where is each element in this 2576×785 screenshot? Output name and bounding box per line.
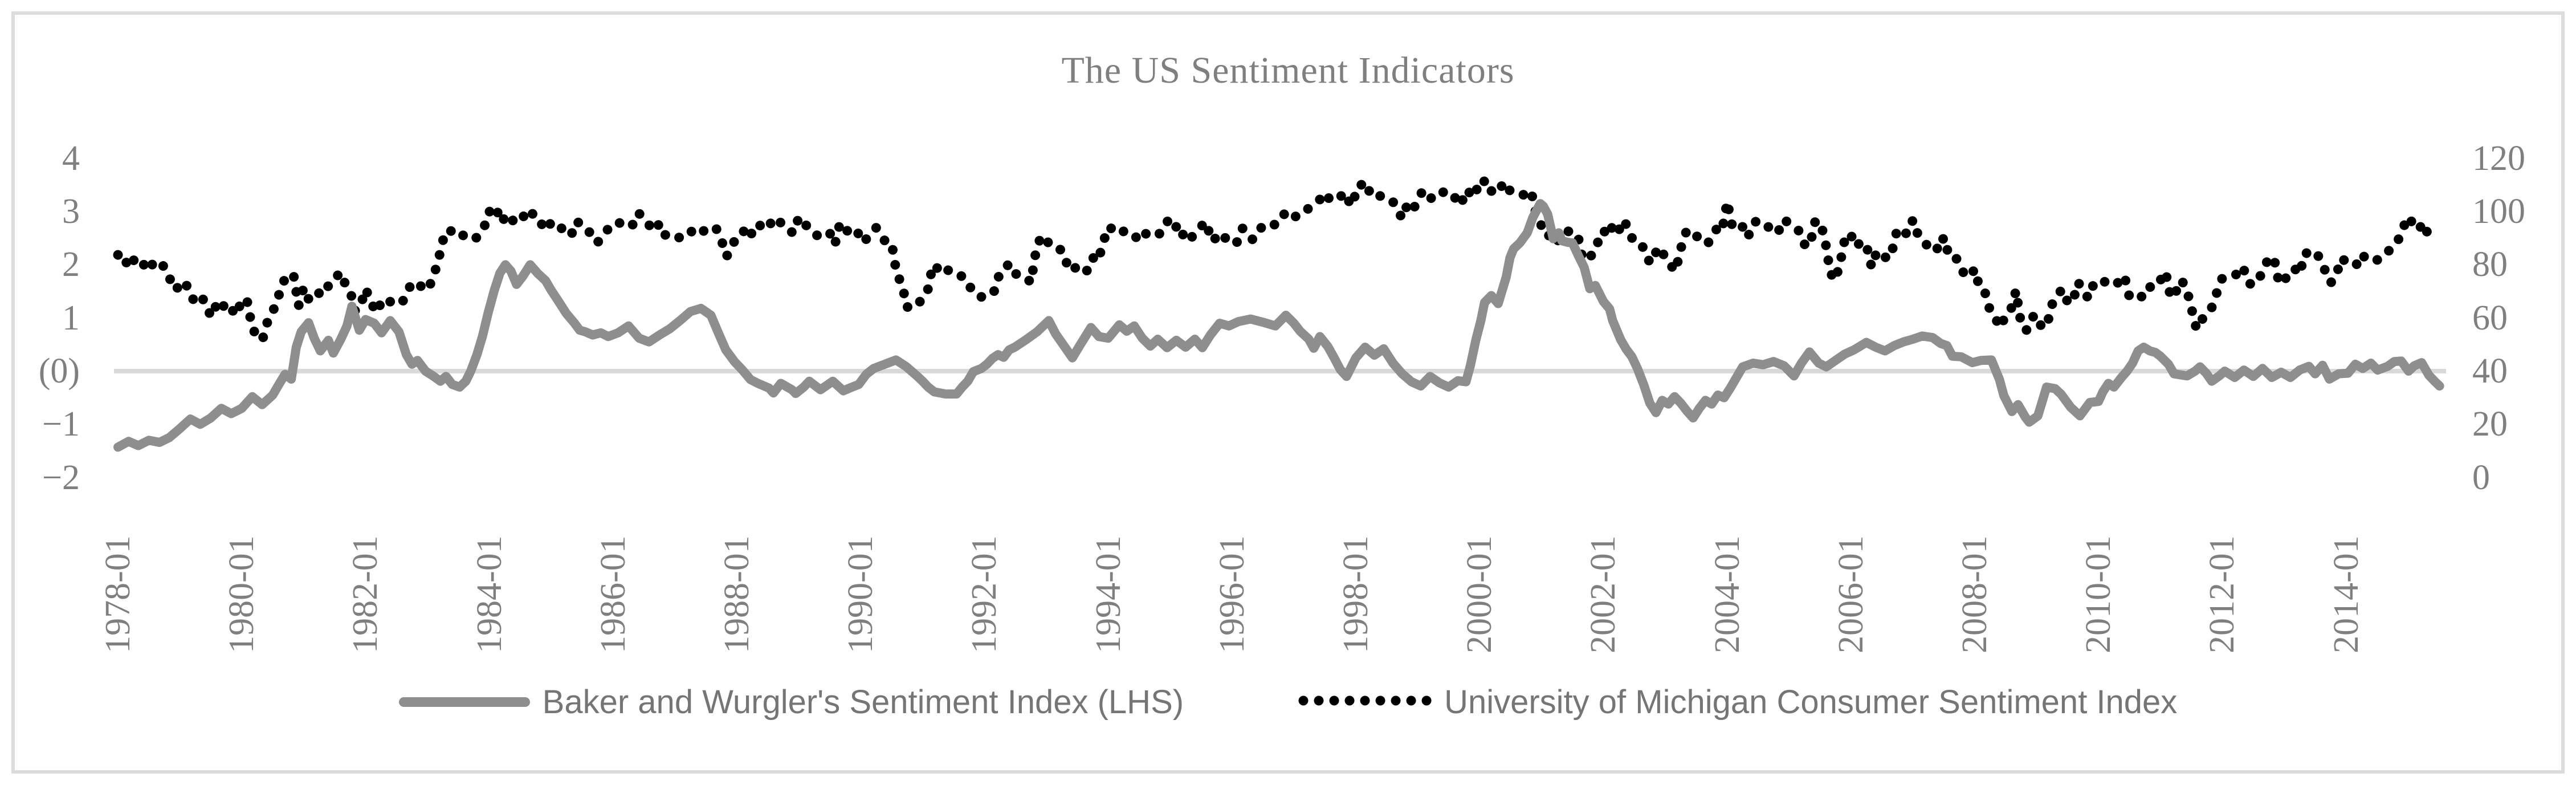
- x-axis-tick-label: 1990-01: [841, 535, 881, 653]
- x-axis-tick-label: 1998-01: [1336, 535, 1375, 653]
- x-axis-tick-label: 1984-01: [470, 535, 509, 653]
- x-axis-tick-label: 2010-01: [2079, 535, 2118, 653]
- x-axis-tick-label: 1988-01: [718, 535, 756, 653]
- x-axis-tick-label: 1980-01: [222, 535, 262, 653]
- left-axis-tick-label: 4: [62, 139, 80, 178]
- legend: Baker and Wurgler's Sentiment Index (LHS…: [0, 683, 2576, 721]
- legend-dotted-line-swatch-icon: [1298, 695, 1433, 709]
- x-axis-tick-label: 2000-01: [1460, 535, 1499, 653]
- left-axis-tick-label: −1: [42, 405, 80, 444]
- x-axis-tick-label: 1986-01: [593, 535, 633, 653]
- right-axis-tick-label: 0: [2472, 458, 2490, 497]
- left-axis-tick-label: 1: [62, 298, 80, 337]
- x-axis-tick-label: 2002-01: [1584, 535, 1623, 653]
- x-axis-tick-label: 1996-01: [1212, 535, 1252, 653]
- left-axis-tick-label: 3: [62, 192, 80, 231]
- x-axis-tick-label: 2006-01: [1831, 535, 1870, 653]
- legend-label-baker-wurgler: Baker and Wurgler's Sentiment Index (LHS…: [542, 684, 1184, 721]
- x-axis-tick-label: 2008-01: [1955, 535, 1994, 653]
- umich-consumer-sentiment-dotted-series: [113, 174, 2439, 345]
- left-axis-tick-label: −2: [42, 458, 80, 497]
- right-axis-tick-label: 20: [2472, 405, 2508, 444]
- right-axis-tick-label: 120: [2472, 139, 2525, 178]
- x-axis-tick-label: 1992-01: [965, 535, 1004, 653]
- chart-title: The US Sentiment Indicators: [1061, 50, 1515, 91]
- legend-item-umich: University of Michigan Consumer Sentimen…: [1298, 683, 2177, 721]
- dotted-swatch-svg: [1298, 695, 1433, 706]
- x-axis-tick-label: 1978-01: [99, 535, 137, 653]
- left-axis-tick-label: 2: [62, 245, 80, 284]
- x-axis-tick-label: 2012-01: [2203, 535, 2242, 653]
- x-axis-tick-label: 2004-01: [1707, 535, 1747, 653]
- x-axis-tick-label: 1982-01: [346, 535, 385, 653]
- legend-item-baker-wurgler: Baker and Wurgler's Sentiment Index (LHS…: [398, 683, 1184, 721]
- baker-wurgler-solid-line-series: [113, 199, 2444, 452]
- right-axis-tick-label: 40: [2472, 352, 2508, 391]
- right-axis-tick-label: 60: [2472, 298, 2508, 337]
- legend-solid-line-swatch-icon: [398, 697, 530, 707]
- right-axis-tick-label: 100: [2472, 192, 2525, 231]
- x-axis-tick-label: 1994-01: [1089, 535, 1128, 653]
- legend-label-umich: University of Michigan Consumer Sentimen…: [1444, 684, 2178, 721]
- left-axis-tick-label: (0): [38, 352, 80, 391]
- right-axis-tick-label: 80: [2472, 245, 2508, 284]
- x-axis-tick-label: 2014-01: [2326, 535, 2366, 653]
- chart-frame-border: [11, 11, 2565, 774]
